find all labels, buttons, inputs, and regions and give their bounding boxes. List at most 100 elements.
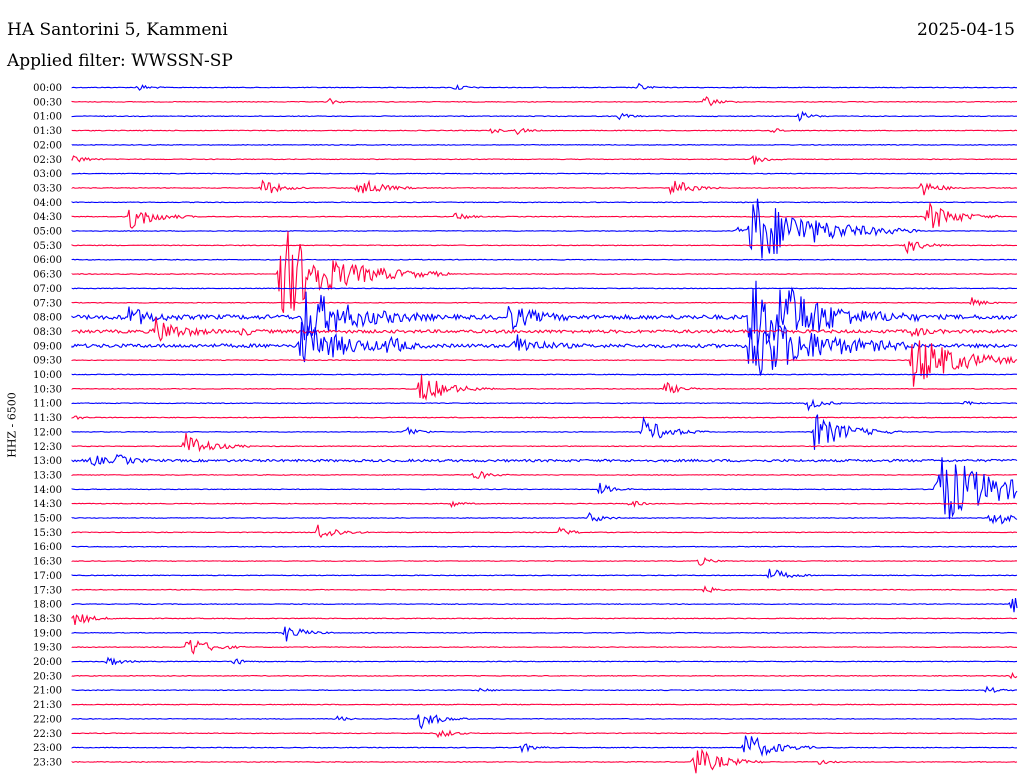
time-label: 12:00 <box>33 427 62 438</box>
trace-line <box>71 568 1018 579</box>
trace-line <box>71 231 1018 313</box>
station-title: HA Santorini 5, Kammeni <box>7 20 228 40</box>
time-label: 04:30 <box>33 212 62 223</box>
time-label: 02:30 <box>33 155 62 166</box>
trace-line <box>71 340 1018 387</box>
time-label: 00:30 <box>33 97 62 108</box>
time-label: 05:00 <box>33 227 62 238</box>
trace-line <box>71 127 1018 136</box>
time-label: 06:30 <box>33 270 62 281</box>
trace-line <box>71 640 1018 655</box>
time-label: 14:00 <box>33 485 62 496</box>
trace-line <box>71 714 1018 730</box>
trace-line <box>71 415 1018 420</box>
trace-line <box>71 110 1018 122</box>
time-label: 01:00 <box>33 112 62 123</box>
trace-line <box>71 414 1018 450</box>
trace-line <box>71 280 1018 350</box>
trace-line <box>71 179 1018 196</box>
time-label: 23:00 <box>33 743 62 754</box>
trace-line <box>71 656 1018 666</box>
time-label: 08:30 <box>33 327 62 338</box>
filter-label: Applied filter: WWSSN-SP <box>7 51 233 71</box>
trace-line <box>71 321 1018 376</box>
time-label: 21:30 <box>33 700 62 711</box>
time-label: 12:30 <box>33 442 62 453</box>
time-label: 03:00 <box>33 169 62 180</box>
time-label: 20:00 <box>33 657 62 668</box>
trace-line <box>71 626 1018 642</box>
time-label: 04:00 <box>33 198 62 209</box>
time-label: 15:30 <box>33 528 62 539</box>
time-label: 19:30 <box>33 643 62 654</box>
trace-line <box>71 317 1018 342</box>
trace-line <box>71 297 1018 307</box>
trace-line <box>71 729 1018 739</box>
trace-line <box>71 585 1018 593</box>
time-label: 13:30 <box>33 470 62 481</box>
trace-line <box>71 703 1018 706</box>
time-label: 08:00 <box>33 313 62 324</box>
time-label: 07:00 <box>33 284 62 295</box>
trace-line <box>71 201 1018 204</box>
trace-line <box>71 258 1018 261</box>
time-label: 22:30 <box>33 729 62 740</box>
trace-line <box>71 374 1018 401</box>
time-label: 22:00 <box>33 714 62 725</box>
trace-line <box>71 453 1018 467</box>
trace-line <box>71 545 1018 548</box>
time-label: 05:30 <box>33 241 62 252</box>
trace-line <box>71 524 1018 539</box>
time-label: 11:00 <box>33 399 62 410</box>
trace-line <box>71 398 1018 412</box>
trace-line <box>71 557 1018 566</box>
time-label: 10:30 <box>33 384 62 395</box>
trace-line <box>71 735 1018 757</box>
trace-line <box>71 614 1018 626</box>
trace-line <box>71 457 1018 520</box>
time-label: 19:00 <box>33 628 62 639</box>
trace-line <box>71 143 1018 146</box>
trace-line <box>71 155 1018 165</box>
time-label: 03:30 <box>33 183 62 194</box>
time-label: 17:30 <box>33 585 62 596</box>
record-date: 2025-04-15 <box>916 20 1015 40</box>
trace-line <box>71 671 1018 680</box>
time-label: 16:00 <box>33 542 62 553</box>
time-label: 09:30 <box>33 356 62 367</box>
trace-line <box>71 96 1018 107</box>
time-label: 09:00 <box>33 341 62 352</box>
time-label: 18:30 <box>33 614 62 625</box>
time-label: 21:00 <box>33 686 62 697</box>
trace-line <box>71 241 1018 255</box>
trace-line <box>71 433 1018 453</box>
trace-line <box>71 201 1018 229</box>
trace-line <box>71 511 1018 525</box>
time-label: 23:30 <box>33 757 62 768</box>
time-label: 20:30 <box>33 671 62 682</box>
trace-line <box>71 82 1018 91</box>
time-label: 00:00 <box>33 83 62 94</box>
trace-line <box>71 172 1018 175</box>
time-label: 13:00 <box>33 456 62 467</box>
time-label: 17:00 <box>33 571 62 582</box>
time-label: 16:30 <box>33 557 62 568</box>
trace-line <box>71 287 1018 290</box>
time-label: 02:00 <box>33 140 62 151</box>
time-label: 14:30 <box>33 499 62 510</box>
trace-line <box>71 685 1018 693</box>
trace-line <box>71 748 1018 774</box>
trace-line <box>71 198 1018 259</box>
time-label: 15:00 <box>33 514 62 525</box>
time-label: 18:00 <box>33 600 62 611</box>
time-label: 01:30 <box>33 126 62 137</box>
trace-line <box>71 470 1018 480</box>
trace-line <box>71 373 1018 376</box>
time-label: 11:30 <box>33 413 62 424</box>
time-label: 07:30 <box>33 298 62 309</box>
trace-line <box>71 500 1018 509</box>
trace-line <box>71 598 1018 613</box>
time-label: 06:00 <box>33 255 62 266</box>
time-label: 10:00 <box>33 370 62 381</box>
